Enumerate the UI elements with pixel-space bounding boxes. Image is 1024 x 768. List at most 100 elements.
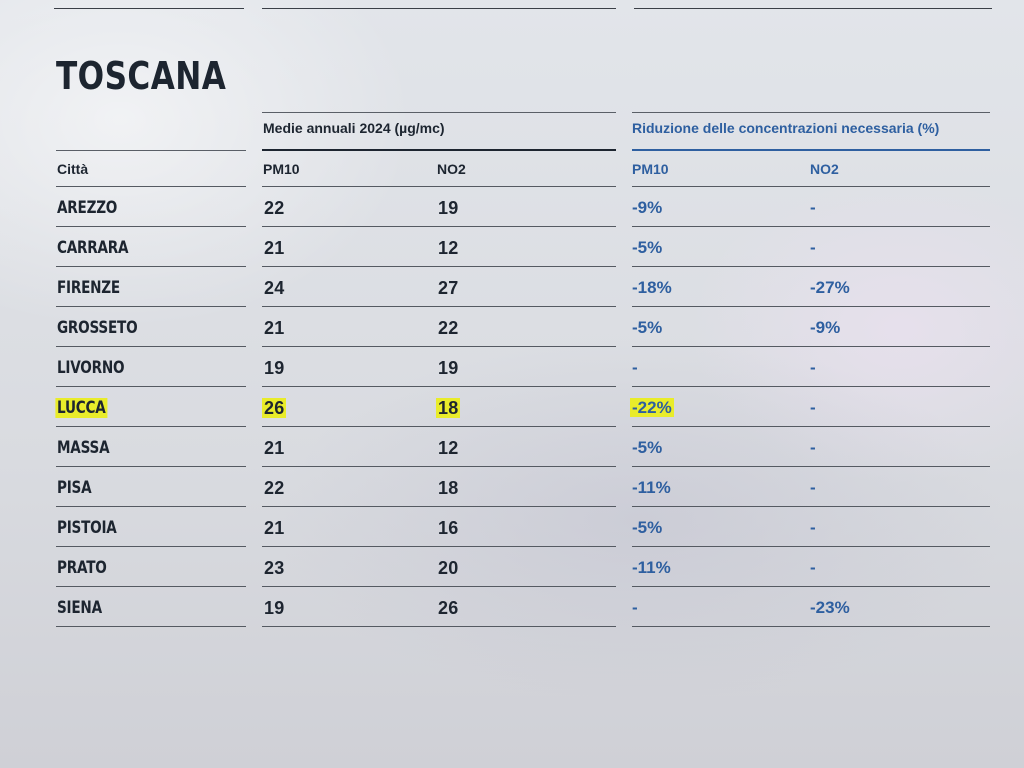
city-name-text: PISA (57, 478, 92, 498)
no2-value-text: 26 (438, 598, 459, 618)
table-row: PISA 22 18 -11% - (0, 476, 1024, 516)
city-name-text: PISTOIA (57, 518, 117, 538)
row-rule (262, 266, 616, 267)
no2-value-text: 20 (438, 558, 459, 578)
no2-value: 26 (438, 596, 458, 620)
city-name: GROSSETO (57, 316, 138, 340)
reduction-no2-value-text: - (810, 478, 816, 497)
reduction-pm10-value: - (632, 356, 638, 380)
column-header-rule-values (262, 186, 616, 187)
city-name-text: LUCCA (55, 398, 108, 418)
reduction-pm10-value-text: -9% (632, 198, 663, 217)
city-name-text: MASSA (57, 438, 110, 458)
no2-value-text: 12 (438, 238, 459, 258)
pm10-value-text: 22 (264, 478, 285, 498)
reduction-pm10-value: -11% (632, 476, 671, 500)
header-left-top-rule (262, 112, 616, 113)
reduction-no2-value-text: -23% (810, 598, 850, 617)
top-rule-left (54, 8, 244, 9)
pm10-value-text: 22 (264, 198, 285, 218)
no2-value: 16 (438, 516, 458, 540)
pm10-value-text: 24 (264, 278, 285, 298)
city-name-text: LIVORNO (57, 358, 125, 378)
city-name-text: PRATO (57, 558, 107, 578)
row-rule (56, 626, 246, 627)
table-row: GROSSETO 21 22 -5% -9% (0, 316, 1024, 356)
row-rule (56, 546, 246, 547)
reduction-pm10-value-text: -5% (632, 518, 663, 537)
city-name: LUCCA (55, 396, 108, 420)
no2-value-text: 27 (438, 278, 459, 298)
reduction-no2-value: -27% (810, 276, 850, 300)
reduction-pm10-value: -5% (632, 516, 662, 540)
reduction-pm10-value-text: -5% (632, 238, 663, 257)
region-title: TOSCANA (56, 54, 227, 98)
reduction-no2-value: - (810, 236, 816, 260)
reduction-no2-value: -23% (810, 596, 850, 620)
table-row: LIVORNO 19 19 - - (0, 356, 1024, 396)
no2-value-text: 18 (438, 478, 459, 498)
pm10-value: 22 (264, 476, 284, 500)
column-header-city: Città (57, 161, 89, 177)
row-rule (632, 346, 990, 347)
reduction-no2-value-text: - (810, 358, 816, 377)
row-rule (56, 386, 246, 387)
row-rule (56, 586, 246, 587)
pm10-value: 19 (264, 356, 284, 380)
table-row: LUCCA 26 18 -22% - (0, 396, 1024, 436)
no2-value: 12 (438, 236, 458, 260)
reduction-no2-value-text: - (810, 558, 816, 577)
no2-value-text: 16 (438, 518, 459, 538)
row-rule (632, 466, 990, 467)
header-right-top-rule (632, 112, 990, 113)
reduction-no2-value: - (810, 396, 816, 420)
reduction-pm10-value-text: - (632, 598, 638, 617)
row-rule (56, 346, 246, 347)
reduction-pm10-value: -9% (632, 196, 662, 220)
no2-value: 22 (438, 316, 458, 340)
reduction-pm10-value-text: -18% (632, 278, 672, 297)
column-header-rule-city (56, 186, 246, 187)
row-rule (632, 386, 990, 387)
no2-value-text: 19 (438, 198, 459, 218)
row-rule (632, 226, 990, 227)
pm10-value: 24 (264, 276, 284, 300)
no2-value: 19 (438, 196, 458, 220)
reduction-no2-value-text: - (810, 518, 816, 537)
pm10-value: 22 (264, 196, 284, 220)
pm10-value: 21 (264, 436, 284, 460)
row-rule (56, 506, 246, 507)
row-rule (632, 546, 990, 547)
city-name: PRATO (57, 556, 107, 580)
city-name: PISTOIA (57, 516, 117, 540)
no2-value: 20 (438, 556, 458, 580)
reduction-pm10-value-text: -22% (630, 398, 674, 417)
table-row: CARRARA 21 12 -5% - (0, 236, 1024, 276)
reduction-no2-value: - (810, 516, 816, 540)
header-left-rule (262, 149, 616, 151)
city-name-text: AREZZO (57, 198, 118, 218)
table-row: PISTOIA 21 16 -5% - (0, 516, 1024, 556)
reduction-pm10-value-text: -5% (632, 318, 663, 337)
row-rule (56, 466, 246, 467)
column-header-reduction-no2: NO2 (810, 161, 839, 177)
no2-value: 18 (438, 476, 458, 500)
reduction-pm10-value-text: -5% (632, 438, 663, 457)
pm10-value-text: 21 (264, 438, 285, 458)
row-rule (56, 426, 246, 427)
reduction-no2-value: - (810, 556, 816, 580)
pm10-value: 19 (264, 596, 284, 620)
city-name: SIENA (57, 596, 102, 620)
reduction-pm10-value-text: - (632, 358, 638, 377)
reduction-pm10-value-text: -11% (632, 558, 671, 577)
no2-value: 19 (438, 356, 458, 380)
reduction-no2-value-text: -27% (810, 278, 850, 297)
row-rule (262, 466, 616, 467)
city-name-text: FIRENZE (57, 278, 120, 298)
no2-value-text: 18 (436, 398, 461, 418)
reduction-no2-value-text: - (810, 398, 816, 417)
reduction-no2-value: - (810, 196, 816, 220)
row-rule (262, 506, 616, 507)
row-rule (262, 346, 616, 347)
